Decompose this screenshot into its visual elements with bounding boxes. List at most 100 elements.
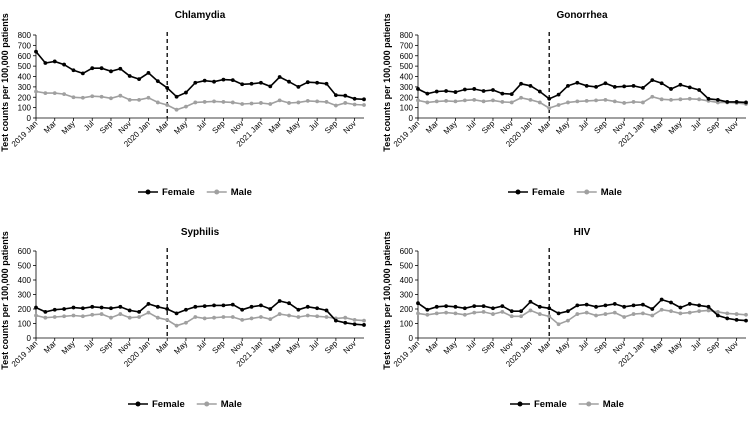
data-point	[462, 98, 467, 103]
data-point	[118, 93, 123, 98]
x-tick-label: Sep	[210, 119, 227, 136]
data-point	[519, 309, 523, 314]
data-point	[52, 91, 57, 95]
data-point	[500, 310, 505, 314]
x-tick-label: Sep	[480, 119, 497, 136]
data-point	[109, 315, 113, 320]
data-point	[362, 103, 366, 107]
data-point	[71, 68, 76, 73]
legend: Female Male	[138, 187, 252, 198]
data-point	[500, 304, 505, 308]
data-point	[296, 315, 301, 319]
data-point	[509, 314, 514, 319]
data-point	[650, 313, 655, 318]
data-point	[137, 77, 141, 81]
legend-marker	[584, 189, 590, 195]
data-point	[434, 99, 439, 104]
chart-panel-3: HIV Test counts per 100,000 patients 0 100 2…	[382, 227, 748, 410]
data-point	[259, 315, 263, 319]
data-point	[472, 304, 477, 308]
x-tick-label: Sep	[705, 339, 722, 356]
x-tick-label: Jul	[194, 119, 208, 133]
data-point	[146, 95, 151, 100]
data-point	[612, 302, 617, 306]
data-point	[556, 311, 561, 316]
series-female	[34, 299, 366, 327]
data-point	[519, 314, 523, 319]
y-tick-label: 800	[18, 31, 32, 40]
data-point	[659, 81, 664, 86]
x-tick-label: May	[667, 339, 684, 356]
data-point	[259, 80, 263, 85]
data-point	[537, 100, 542, 105]
data-point	[462, 87, 467, 92]
data-point	[537, 304, 542, 309]
data-point	[622, 84, 627, 89]
y-tick-label: 700	[18, 41, 32, 50]
data-point	[434, 304, 439, 309]
x-tick-label: Sep	[592, 339, 609, 356]
legend: Female Male	[128, 399, 242, 410]
data-point	[43, 310, 48, 314]
data-point	[631, 83, 636, 88]
data-point	[343, 315, 348, 320]
data-point	[202, 316, 207, 321]
data-point	[240, 82, 245, 87]
y-tick-label: 400	[400, 276, 414, 285]
data-point	[268, 317, 273, 322]
data-point	[277, 299, 282, 303]
data-point	[155, 79, 160, 84]
data-point	[725, 100, 730, 104]
data-point	[146, 310, 151, 315]
data-point	[519, 81, 523, 86]
data-point	[324, 315, 329, 319]
x-tick-label: Jul	[576, 339, 590, 353]
data-point	[491, 306, 495, 311]
y-tick-label: 0	[409, 114, 414, 123]
legend-marker	[517, 401, 523, 407]
data-point	[509, 100, 514, 105]
series-line-male	[417, 308, 747, 326]
y-tick-label: 100	[400, 320, 414, 329]
x-tick-label: May	[172, 339, 189, 356]
data-point	[687, 96, 692, 101]
data-point	[193, 100, 198, 105]
x-tick-label: 2019 Jan	[392, 119, 422, 149]
data-point	[491, 98, 495, 103]
data-point	[343, 93, 348, 98]
y-tick-label: 600	[18, 52, 32, 61]
x-tick-label: May	[285, 339, 302, 356]
x-tick-label: May	[442, 339, 459, 356]
legend-label: Male	[603, 399, 624, 410]
x-tick-label: Mar	[42, 119, 58, 135]
data-point	[678, 311, 683, 316]
y-tick-label: 500	[400, 262, 414, 271]
x-tick-label: Jul	[82, 339, 96, 353]
data-point	[155, 100, 160, 105]
data-point	[556, 103, 561, 107]
data-point	[109, 69, 113, 74]
data-point	[472, 97, 477, 102]
data-point	[622, 101, 627, 105]
data-point	[324, 100, 329, 104]
data-point	[165, 103, 170, 107]
data-point	[268, 307, 273, 311]
y-tick-label: 100	[18, 104, 32, 113]
data-point	[650, 307, 655, 311]
data-point	[584, 302, 589, 307]
series-male	[34, 89, 366, 112]
data-point	[146, 70, 151, 75]
data-point	[697, 88, 702, 92]
data-point	[277, 98, 282, 103]
x-tick-label: Mar	[267, 339, 283, 355]
data-point	[462, 306, 467, 311]
data-point	[202, 100, 207, 104]
y-tick-label: 700	[400, 41, 414, 50]
x-tick-label: Sep	[210, 339, 227, 356]
data-point	[165, 317, 170, 322]
x-tick-label: 2019 Jan	[392, 339, 422, 369]
data-point	[305, 98, 310, 103]
y-tick-label: 0	[27, 334, 32, 343]
data-point	[659, 297, 664, 302]
